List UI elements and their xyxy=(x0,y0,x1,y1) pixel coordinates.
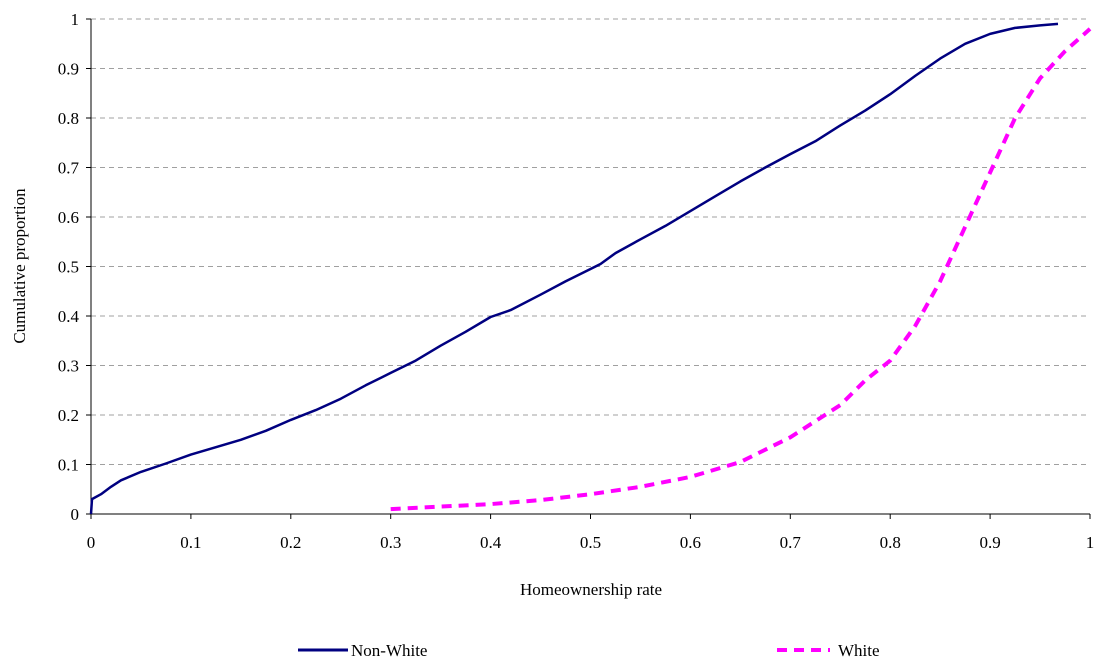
legend-label-white: White xyxy=(838,641,880,660)
y-tick-label: 0.2 xyxy=(58,406,79,425)
y-tick-label: 0 xyxy=(71,505,80,524)
x-tick-label: 0.2 xyxy=(280,533,301,552)
x-tick-label: 0.9 xyxy=(979,533,1000,552)
y-tick-label: 0.8 xyxy=(58,109,79,128)
gridlines xyxy=(91,18,1090,465)
y-tick-label: 0.7 xyxy=(58,159,80,178)
y-tick-label: 0.5 xyxy=(58,258,79,277)
x-tick-label: 0.5 xyxy=(580,533,601,552)
x-tick-label: 0.7 xyxy=(780,533,802,552)
axes xyxy=(86,18,1091,519)
x-tick-label: 0.4 xyxy=(480,533,502,552)
x-tick-label: 0 xyxy=(87,533,96,552)
x-tick-label: 0.1 xyxy=(180,533,201,552)
series-line-non-white xyxy=(89,22,1059,515)
x-axis-title: Homeownership rate xyxy=(520,580,662,599)
x-tick-label: 0.6 xyxy=(680,533,701,552)
y-tick-label: 0.4 xyxy=(58,307,80,326)
legend: Non-White White xyxy=(298,641,880,660)
tick-labels: 0 0.1 0.2 0.3 0.4 0.5 0.6 0.7 0.8 0.9 1 0 0.1 0.2 0.3 0… xyxy=(58,10,1095,552)
x-tick-label: 0.8 xyxy=(880,533,901,552)
y-tick-label: 0.3 xyxy=(58,357,79,376)
x-tick-label: 0.3 xyxy=(380,533,401,552)
x-tick-label: 1 xyxy=(1086,533,1095,552)
series-lines xyxy=(89,22,1092,515)
legend-label-non-white: Non-White xyxy=(351,641,427,660)
y-tick-label: 0.1 xyxy=(58,456,79,475)
y-tick-label: 1 xyxy=(71,10,80,29)
y-axis-title: Cumulative proportion xyxy=(10,188,29,344)
series-line-white xyxy=(390,27,1092,512)
y-tick-label: 0.6 xyxy=(58,208,79,227)
y-tick-label: 0.9 xyxy=(58,60,79,79)
